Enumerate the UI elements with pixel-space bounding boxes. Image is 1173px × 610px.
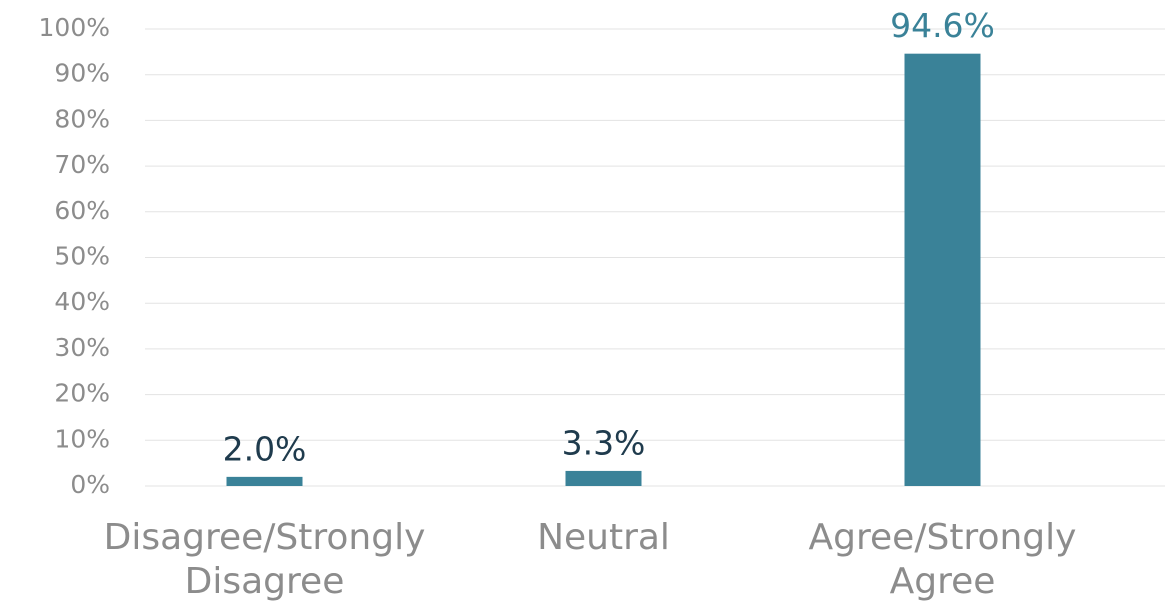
x-tick-label: Disagree/Strongly Disagree (103, 517, 426, 602)
data-label: 3.3% (562, 423, 646, 462)
bar (904, 53, 981, 486)
x-tick-label: Neutral (537, 517, 670, 558)
y-tick-label: 20% (54, 379, 110, 408)
y-tick-label: 90% (54, 59, 110, 88)
data-label: 2.0% (223, 429, 307, 468)
y-tick-label: 40% (54, 287, 110, 316)
y-tick-label: 10% (54, 424, 110, 453)
y-tick-label: 100% (39, 13, 110, 42)
x-tick-label: Agree/Strongly Agree (808, 517, 1077, 602)
bar (565, 470, 642, 486)
y-tick-label: 80% (54, 104, 110, 133)
y-tick-label: 60% (54, 196, 110, 225)
y-tick-label: 70% (54, 150, 110, 179)
data-label: 94.6% (890, 6, 995, 45)
y-tick-label: 0% (70, 470, 110, 499)
bar (226, 476, 303, 486)
y-tick-label: 30% (54, 333, 110, 362)
y-tick-label: 50% (54, 242, 110, 271)
